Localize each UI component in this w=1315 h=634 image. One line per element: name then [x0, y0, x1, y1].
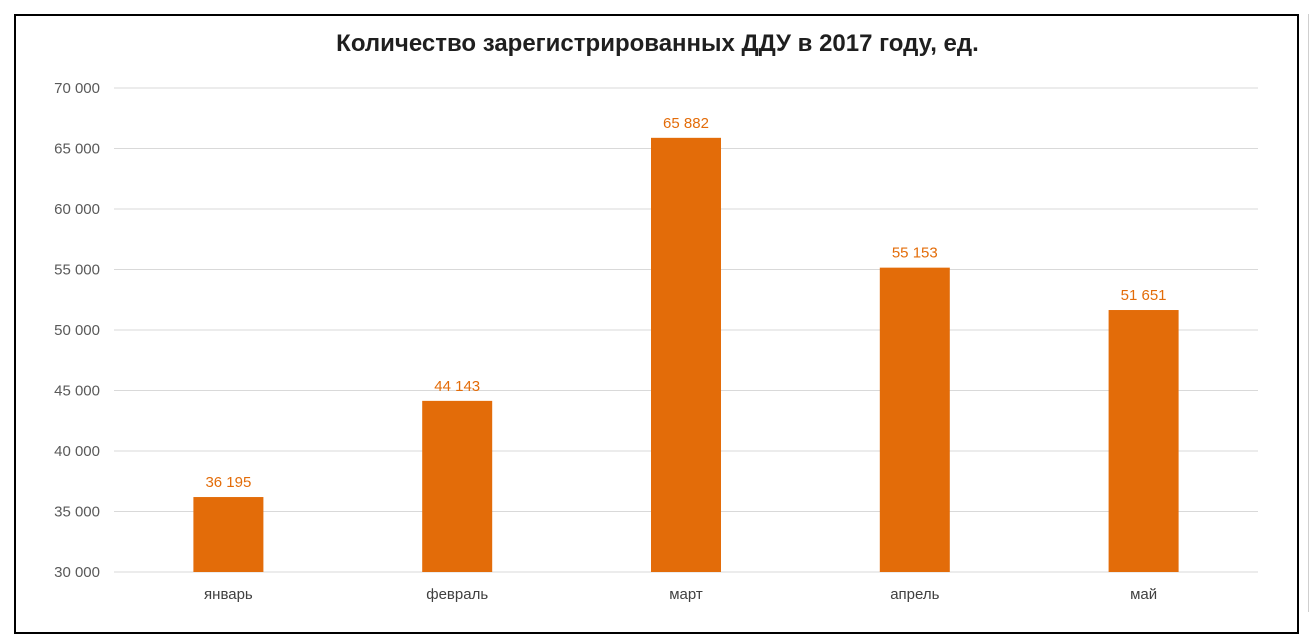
y-tick-label: 55 000: [54, 262, 100, 279]
x-tick-label: март: [669, 586, 703, 603]
bar: [651, 137, 721, 572]
data-label: 51 651: [1121, 287, 1167, 304]
data-label: 44 143: [434, 378, 480, 395]
x-tick-label: февраль: [426, 586, 488, 603]
y-tick-label: 30 000: [54, 564, 100, 581]
right-edge-line: [1308, 14, 1309, 612]
data-label: 36 195: [205, 474, 251, 491]
data-label: 65 882: [663, 115, 709, 132]
x-tick-label: май: [1130, 586, 1157, 603]
x-tick-label: январь: [204, 586, 253, 603]
bar: [193, 497, 264, 572]
right-edge-strip: [1301, 14, 1315, 612]
y-tick-label: 50 000: [54, 322, 100, 339]
y-tick-label: 60 000: [54, 201, 100, 218]
y-tick-label: 40 000: [54, 443, 100, 460]
bar: [422, 400, 493, 572]
chart-title: Количество зарегистрированных ДДУ в 2017…: [336, 30, 979, 57]
bar: [1108, 310, 1179, 572]
bar: [879, 267, 950, 572]
bar-chart: 30 000 35 000 40 000 45 000 50 000 55 000 60 0…: [54, 80, 1258, 603]
data-label: 55 153: [892, 245, 938, 262]
y-tick-label: 70 000: [54, 80, 100, 97]
y-tick-label: 65 000: [54, 141, 100, 158]
y-tick-label: 45 000: [54, 383, 100, 400]
y-tick-label: 35 000: [54, 504, 100, 521]
x-tick-label: апрель: [890, 586, 939, 603]
